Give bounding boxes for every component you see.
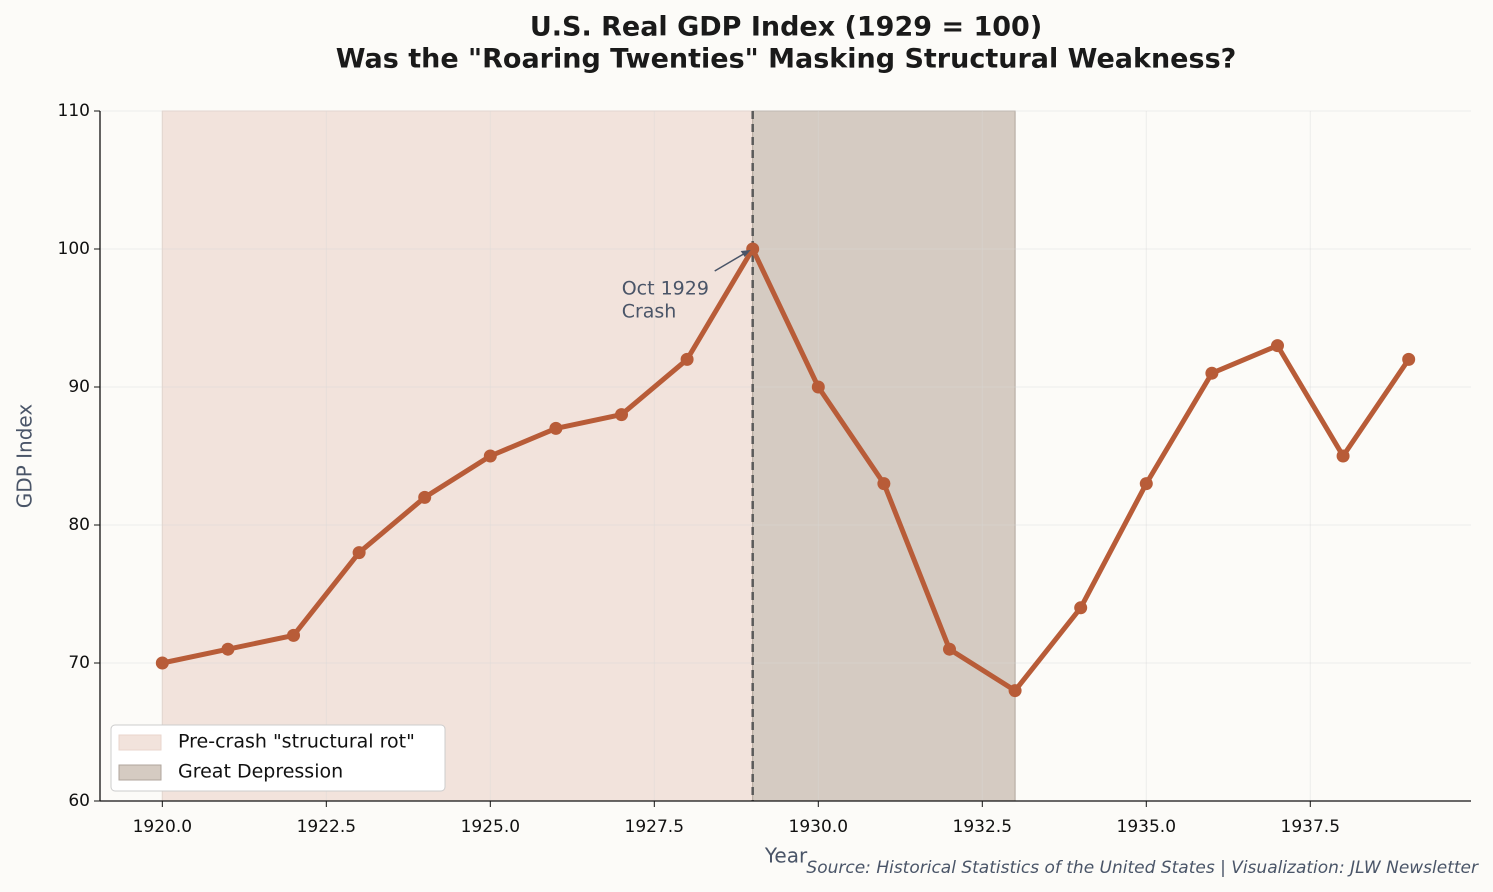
data-point <box>1008 684 1022 698</box>
y-tick-label: 60 <box>68 791 90 811</box>
y-tick-label: 110 <box>58 101 90 121</box>
legend-swatch <box>118 734 162 751</box>
data-line <box>161 246 1411 694</box>
annotation-arrowhead <box>740 250 751 257</box>
x-tick-label: 1927.5 <box>625 817 684 837</box>
shaded-span <box>752 110 1016 802</box>
data-point <box>155 656 169 670</box>
legend-label: Pre-crash "structural rot" <box>178 731 415 753</box>
x-tick-label: 1930.0 <box>789 817 848 837</box>
data-point <box>942 642 956 656</box>
y-tick-label: 80 <box>68 515 90 535</box>
legend-box <box>110 724 446 792</box>
data-point <box>1074 601 1088 615</box>
data-point <box>483 449 497 463</box>
source-note: Source: Historical Statistics of the Uni… <box>806 858 1479 878</box>
data-point <box>680 352 694 366</box>
chart-title: U.S. Real GDP Index (1929 = 100) <box>530 12 1042 43</box>
data-point <box>549 421 563 435</box>
data-point <box>615 408 629 422</box>
x-tick-label: 1937.5 <box>1281 817 1340 837</box>
data-point <box>877 477 891 491</box>
x-tick-label: 1935.0 <box>1117 817 1176 837</box>
x-tick-label: 1920.0 <box>133 817 192 837</box>
legend-label: Great Depression <box>178 761 343 783</box>
annotation-text: Oct 1929 <box>622 278 709 300</box>
data-point <box>1270 339 1284 353</box>
plot-area <box>100 110 1471 802</box>
data-point <box>1139 477 1153 491</box>
x-tick-label: 1932.5 <box>953 817 1012 837</box>
shaded-span <box>161 110 754 802</box>
data-point <box>221 642 235 656</box>
x-tick-label: 1925.0 <box>461 817 520 837</box>
data-point <box>287 628 301 642</box>
y-tick-label: 70 <box>68 653 90 673</box>
data-point <box>1336 449 1350 463</box>
x-tick-label: 1922.5 <box>297 817 356 837</box>
y-axis-label: GDP Index <box>13 404 37 509</box>
x-axis-label: Year <box>764 844 808 868</box>
data-point <box>811 380 825 394</box>
data-point <box>1205 366 1219 380</box>
y-tick-label: 100 <box>58 239 90 259</box>
y-tick-label: 90 <box>68 377 90 397</box>
data-point <box>746 242 760 256</box>
chart-subtitle: Was the "Roaring Twenties" Masking Struc… <box>336 44 1237 75</box>
annotation-text: Crash <box>622 301 677 323</box>
legend-swatch <box>118 764 162 781</box>
data-point <box>418 490 432 504</box>
data-point <box>352 546 366 560</box>
data-point <box>1402 352 1416 366</box>
